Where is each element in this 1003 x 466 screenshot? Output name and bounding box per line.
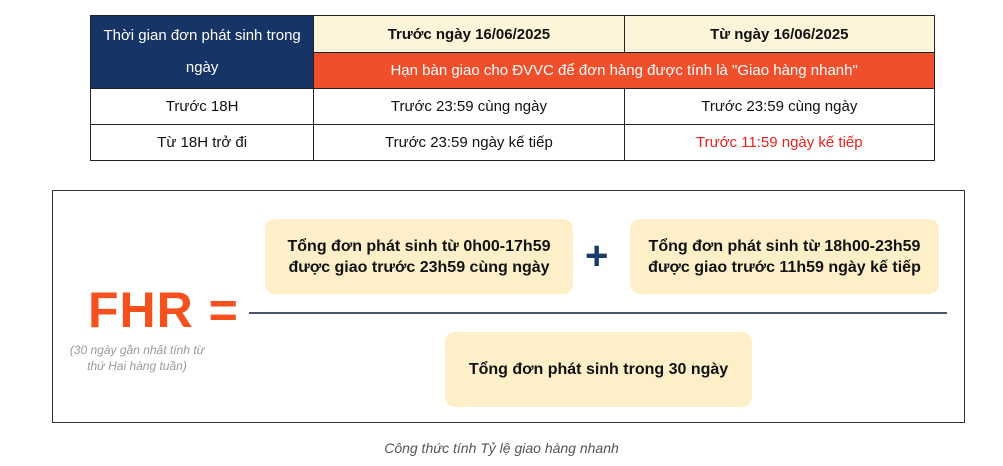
numerator-right: Tổng đơn phát sinh từ 18h00-23h59 được g… bbox=[630, 219, 939, 294]
formula-note: (30 ngày gần nhất tính từ thứ Hai hàng t… bbox=[69, 343, 205, 373]
formula-label: FHR = bbox=[88, 282, 239, 338]
cell: Từ 18H trở đi bbox=[89, 124, 315, 161]
cell: Trước 23:59 ngày kế tiếp bbox=[313, 124, 625, 161]
header-from-date: Từ ngày 16/06/2025 bbox=[623, 15, 936, 53]
header-before-date: Trước ngày 16/06/2025 bbox=[313, 15, 625, 53]
formula-box: FHR = (30 ngày gần nhất tính từ thứ Hai … bbox=[52, 190, 965, 423]
cell-highlighted: Trước 11:59 ngày kế tiếp bbox=[623, 124, 936, 161]
caption: Công thức tính Tỷ lệ giao hàng nhanh bbox=[384, 440, 619, 456]
cell: Trước 23:59 cùng ngày bbox=[623, 88, 936, 125]
deadline-table: Thời gian đơn phát sinh trong ngày Trước… bbox=[89, 15, 936, 161]
subheader-deadline: Hạn bàn giao cho ĐVVC để đơn hàng được t… bbox=[313, 52, 935, 89]
plus-sign: + bbox=[585, 234, 609, 278]
table-row: Từ 18H trở đi Trước 23:59 ngày kế tiếp T… bbox=[89, 124, 936, 161]
numerator-left: Tổng đơn phát sinh từ 0h00-17h59 được gi… bbox=[265, 219, 573, 294]
cell: Trước 18H bbox=[89, 88, 315, 125]
fraction-line bbox=[249, 312, 947, 314]
denominator: Tổng đơn phát sinh trong 30 ngày bbox=[445, 332, 752, 407]
table-row: Trước 18H Trước 23:59 cùng ngày Trước 23… bbox=[89, 88, 936, 125]
cell: Trước 23:59 cùng ngày bbox=[313, 88, 625, 125]
header-order-time: Thời gian đơn phát sinh trong ngày bbox=[89, 15, 315, 89]
